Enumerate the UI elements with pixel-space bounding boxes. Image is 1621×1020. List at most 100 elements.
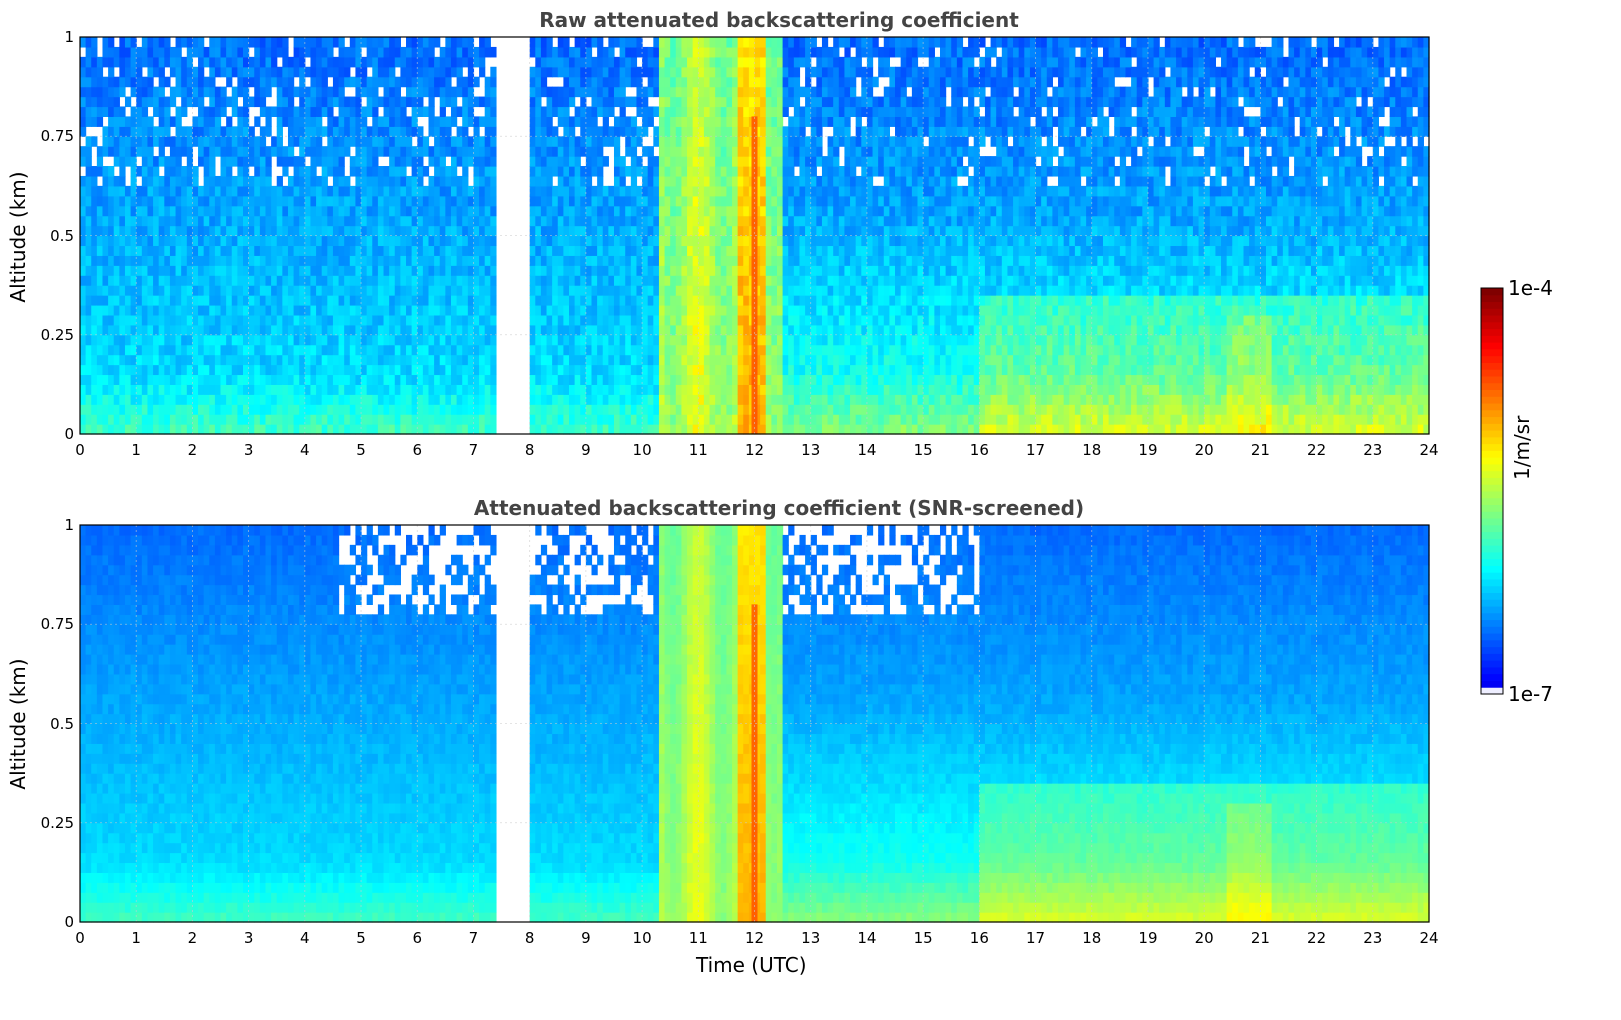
heatmap-cell xyxy=(692,414,699,425)
heatmap-cell xyxy=(585,394,593,405)
heatmap-cell xyxy=(462,205,469,217)
heatmap-cell xyxy=(574,394,581,405)
heatmap-cell xyxy=(636,46,643,58)
heatmap-cell xyxy=(445,265,452,276)
heatmap-cell xyxy=(658,166,666,177)
heatmap-cell xyxy=(484,304,491,316)
heatmap-cell xyxy=(209,66,216,78)
heatmap-cell xyxy=(265,374,272,385)
heatmap-cell xyxy=(293,56,300,68)
heatmap-cell xyxy=(366,285,373,296)
heatmap-cell xyxy=(102,215,109,227)
heatmap-cell xyxy=(484,354,491,366)
heatmap-cell xyxy=(344,56,351,68)
heatmap-cell xyxy=(282,195,289,207)
heatmap-cell xyxy=(597,225,604,237)
heatmap-cell xyxy=(169,275,177,286)
heatmap-cell xyxy=(434,225,441,237)
heatmap-cell xyxy=(580,126,587,137)
heatmap-cell xyxy=(810,394,817,405)
heatmap-cell xyxy=(248,215,255,227)
heatmap-cell xyxy=(574,215,581,227)
heatmap-cell xyxy=(130,66,137,78)
heatmap-cell xyxy=(439,56,446,68)
heatmap-cell xyxy=(827,384,834,395)
heatmap-cell xyxy=(164,136,171,147)
heatmap-cell xyxy=(304,116,312,127)
heatmap-cell xyxy=(80,66,87,78)
heatmap-cell xyxy=(670,215,677,227)
heatmap-cell xyxy=(231,86,238,98)
heatmap-cell xyxy=(687,205,694,217)
heatmap-cell xyxy=(805,175,812,187)
heatmap-cell xyxy=(675,424,683,435)
heatmap-cell xyxy=(316,265,323,276)
heatmap-cell xyxy=(389,136,396,147)
heatmap-cell xyxy=(630,304,638,316)
heatmap-cell xyxy=(96,205,104,217)
heatmap-cell xyxy=(344,374,351,385)
heatmap-cell xyxy=(816,195,823,207)
heatmap-cell xyxy=(844,414,851,425)
heatmap-cell xyxy=(422,265,430,276)
heatmap-cell xyxy=(776,374,784,385)
heatmap-cell xyxy=(276,285,283,296)
heatmap-cell xyxy=(580,86,587,98)
heatmap-cell xyxy=(782,384,789,395)
heatmap-cell xyxy=(332,265,340,276)
heatmap-cell xyxy=(209,156,216,167)
heatmap-cell xyxy=(237,56,244,68)
heatmap-cell xyxy=(153,56,160,68)
heatmap-cell xyxy=(422,295,430,306)
heatmap-cell xyxy=(720,424,727,435)
heatmap-cell xyxy=(827,354,834,366)
heatmap-cell xyxy=(406,245,413,256)
heatmap-cell xyxy=(675,76,683,88)
heatmap-cell xyxy=(119,295,126,306)
heatmap-cell xyxy=(760,364,767,376)
heatmap-cell xyxy=(788,56,795,68)
heatmap-cell xyxy=(175,414,182,425)
heatmap-cell xyxy=(321,156,328,167)
heatmap-cell xyxy=(743,96,750,108)
heatmap-cell xyxy=(321,166,328,177)
heatmap-cell xyxy=(619,404,626,415)
heatmap-cell xyxy=(153,364,160,376)
heatmap-cell xyxy=(535,116,542,127)
heatmap-cell xyxy=(282,106,289,117)
heatmap-cell xyxy=(580,324,587,336)
heatmap-cell xyxy=(282,314,289,326)
heatmap-cell xyxy=(366,265,373,276)
heatmap-cell xyxy=(400,126,407,137)
heatmap-cell xyxy=(765,175,772,187)
heatmap-cell xyxy=(703,66,711,78)
heatmap-cell xyxy=(366,245,373,256)
heatmap-cell xyxy=(844,354,851,366)
heatmap-cell xyxy=(243,364,250,376)
heatmap-cell xyxy=(445,354,452,366)
heatmap-cell xyxy=(760,56,767,68)
heatmap-cell xyxy=(372,394,379,405)
heatmap-cell xyxy=(304,166,312,177)
heatmap-cell xyxy=(344,235,351,247)
heatmap-cell xyxy=(799,86,806,98)
heatmap-cell xyxy=(428,96,435,108)
heatmap-cell xyxy=(108,205,115,217)
heatmap-cell xyxy=(642,334,649,346)
heatmap-cell xyxy=(147,215,154,227)
heatmap-cell xyxy=(383,384,390,395)
heatmap-cell xyxy=(271,364,278,376)
heatmap-cell xyxy=(321,404,328,415)
heatmap-cell xyxy=(130,205,137,217)
heatmap-cell xyxy=(760,136,767,147)
heatmap-cell xyxy=(259,175,267,187)
heatmap-cell xyxy=(574,66,581,78)
heatmap-cell xyxy=(282,156,289,167)
heatmap-cell xyxy=(203,136,210,147)
heatmap-cell xyxy=(613,285,621,296)
heatmap-cell xyxy=(653,235,660,247)
heatmap-cell xyxy=(422,344,430,356)
heatmap-cell xyxy=(580,106,587,117)
heatmap-cell xyxy=(692,364,699,376)
heatmap-cell xyxy=(265,126,272,137)
